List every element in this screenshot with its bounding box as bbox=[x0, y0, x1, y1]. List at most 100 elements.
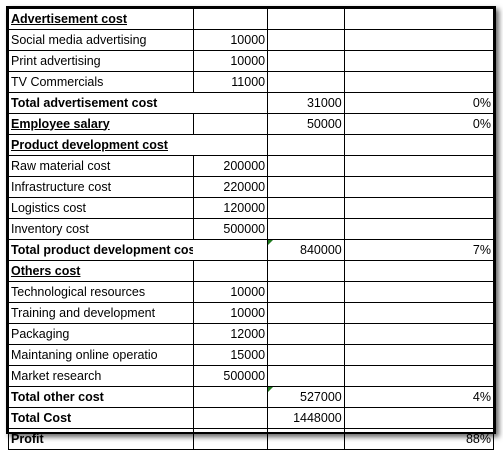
cell-label[interactable]: Raw material cost bbox=[8, 155, 194, 177]
cell-label[interactable]: Employee salary bbox=[8, 113, 194, 135]
cell-amount[interactable]: 10000 bbox=[192, 281, 269, 303]
cell-amount[interactable]: 10000 bbox=[192, 302, 269, 324]
cell-total[interactable] bbox=[267, 344, 345, 366]
cell-percent[interactable] bbox=[343, 407, 495, 429]
cell-amount[interactable] bbox=[192, 407, 269, 429]
spreadsheet: Advertisement cost Social media advertis… bbox=[6, 6, 496, 450]
cell-percent[interactable]: 0% bbox=[343, 113, 495, 135]
cell-total[interactable] bbox=[267, 260, 345, 282]
cell-amount[interactable]: 10000 bbox=[192, 29, 269, 51]
cell-amount[interactable] bbox=[192, 8, 269, 30]
cell-total[interactable]: 50000 bbox=[267, 113, 345, 135]
table-row: Advertisement cost bbox=[8, 8, 495, 30]
cell-amount[interactable]: 500000 bbox=[192, 365, 269, 387]
table-row: Total Cost 1448000 bbox=[8, 407, 495, 429]
cell-amount[interactable]: 11000 bbox=[192, 71, 269, 93]
cell-label[interactable]: Logistics cost bbox=[8, 197, 194, 219]
cell-percent[interactable] bbox=[343, 365, 495, 387]
cell-percent[interactable]: 88% bbox=[343, 428, 495, 450]
table-row: Maintaning online operatio 15000 bbox=[8, 344, 495, 366]
cell-label[interactable]: Technological resources bbox=[8, 281, 194, 303]
table-row: Total advertisement cost 31000 0% bbox=[8, 92, 495, 114]
cell-label[interactable]: TV Commercials bbox=[8, 71, 194, 93]
cell-label[interactable]: Profit bbox=[8, 428, 194, 450]
cell-percent[interactable]: 7% bbox=[343, 239, 495, 261]
cell-total[interactable] bbox=[267, 176, 345, 198]
cell-label[interactable]: Social media advertising bbox=[8, 29, 194, 51]
cell-label[interactable]: Training and development bbox=[8, 302, 194, 324]
cell-label[interactable]: Product development cost bbox=[8, 134, 194, 156]
table-row: Packaging 12000 bbox=[8, 323, 495, 345]
cell-amount[interactable] bbox=[193, 92, 269, 114]
cell-percent[interactable] bbox=[343, 197, 495, 219]
cell-total[interactable] bbox=[267, 365, 345, 387]
cell-percent[interactable] bbox=[343, 218, 495, 240]
cell-amount[interactable]: 500000 bbox=[192, 218, 269, 240]
cell-amount[interactable]: 220000 bbox=[192, 176, 269, 198]
cell-total[interactable]: 527000 bbox=[267, 386, 345, 408]
cell-percent[interactable] bbox=[343, 29, 495, 51]
cell-amount[interactable]: 10000 bbox=[192, 50, 269, 72]
table-row: Technological resources 10000 bbox=[8, 281, 495, 303]
cell-amount[interactable] bbox=[192, 428, 269, 450]
cell-total[interactable]: 31000 bbox=[267, 92, 345, 114]
cell-percent[interactable]: 4% bbox=[343, 386, 495, 408]
table-row: Print advertising 10000 bbox=[8, 50, 495, 72]
table-row: Training and development 10000 bbox=[8, 302, 495, 324]
cell-total[interactable] bbox=[267, 29, 345, 51]
cell-amount[interactable]: 200000 bbox=[192, 155, 269, 177]
cell-percent[interactable] bbox=[343, 323, 495, 345]
table-row: Market research 500000 bbox=[8, 365, 495, 387]
cell-label[interactable]: Infrastructure cost bbox=[8, 176, 194, 198]
cell-amount[interactable] bbox=[192, 113, 269, 135]
cell-total[interactable] bbox=[267, 428, 345, 450]
cell-label[interactable]: Print advertising bbox=[8, 50, 194, 72]
cell-total[interactable] bbox=[267, 50, 345, 72]
cell-label[interactable]: Packaging bbox=[8, 323, 194, 345]
table-row: Total product development cost 840000 7% bbox=[8, 239, 495, 261]
cell-amount[interactable] bbox=[192, 260, 269, 282]
cell-percent[interactable] bbox=[343, 155, 495, 177]
cell-percent[interactable] bbox=[343, 176, 495, 198]
cell-label[interactable]: Total other cost bbox=[8, 386, 194, 408]
table-row: Logistics cost 120000 bbox=[8, 197, 495, 219]
cell-total[interactable]: 840000 bbox=[267, 239, 345, 261]
cell-label[interactable]: Market research bbox=[8, 365, 194, 387]
cell-label[interactable]: Maintaning online operatio bbox=[8, 344, 194, 366]
cell-amount[interactable] bbox=[193, 134, 269, 156]
cell-total[interactable] bbox=[267, 218, 345, 240]
cell-label[interactable]: Advertisement cost bbox=[8, 8, 194, 30]
cell-percent[interactable] bbox=[343, 8, 495, 30]
cell-percent[interactable] bbox=[343, 344, 495, 366]
cell-label[interactable]: Inventory cost bbox=[8, 218, 194, 240]
cell-total[interactable] bbox=[267, 71, 345, 93]
table-row: Total other cost 527000 4% bbox=[8, 386, 495, 408]
cell-total[interactable]: 1448000 bbox=[267, 407, 345, 429]
cell-amount[interactable]: 12000 bbox=[192, 323, 269, 345]
cell-total[interactable] bbox=[267, 8, 345, 30]
cell-label[interactable]: Total product development cost bbox=[8, 239, 194, 261]
cell-amount[interactable]: 15000 bbox=[192, 344, 269, 366]
cell-percent[interactable] bbox=[343, 281, 495, 303]
cell-total[interactable] bbox=[267, 281, 345, 303]
cell-amount[interactable] bbox=[192, 386, 269, 408]
table-row: TV Commercials 11000 bbox=[8, 71, 495, 93]
cell-label[interactable]: Total Cost bbox=[8, 407, 194, 429]
cell-label[interactable]: Total advertisement cost bbox=[8, 92, 194, 114]
cell-percent[interactable] bbox=[343, 71, 495, 93]
cell-label[interactable]: Others cost bbox=[8, 260, 194, 282]
cell-amount[interactable]: 120000 bbox=[192, 197, 269, 219]
cell-amount[interactable] bbox=[193, 239, 269, 261]
cell-percent[interactable] bbox=[343, 302, 495, 324]
cell-percent[interactable]: 0% bbox=[343, 92, 495, 114]
cost-table: Advertisement cost Social media advertis… bbox=[8, 8, 495, 450]
table-row: Product development cost bbox=[8, 134, 495, 156]
cell-total[interactable] bbox=[267, 134, 345, 156]
cell-percent[interactable] bbox=[343, 260, 495, 282]
cell-total[interactable] bbox=[267, 323, 345, 345]
cell-percent[interactable] bbox=[343, 50, 495, 72]
cell-percent[interactable] bbox=[343, 134, 495, 156]
cell-total[interactable] bbox=[267, 155, 345, 177]
cell-total[interactable] bbox=[267, 302, 345, 324]
cell-total[interactable] bbox=[267, 197, 345, 219]
